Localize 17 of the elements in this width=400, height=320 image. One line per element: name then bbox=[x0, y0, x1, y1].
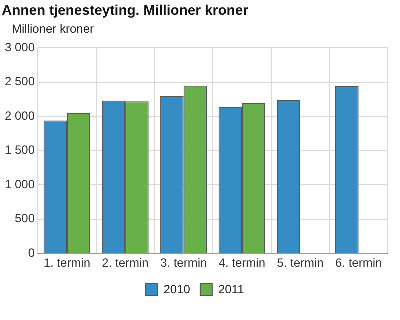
x-tick-label: 2. termin bbox=[102, 256, 149, 270]
y-tick-label: 1 000 bbox=[5, 177, 36, 192]
y-tick-label: 500 bbox=[15, 212, 36, 226]
y-tick-label: 2 000 bbox=[5, 108, 36, 123]
x-tick-label: 1. termin bbox=[44, 256, 91, 270]
y-tick-label: 1 500 bbox=[5, 143, 36, 158]
y-tick-label: 2 500 bbox=[5, 74, 36, 89]
y-tick-label: 0 bbox=[28, 246, 36, 260]
y-tick-label: 3 000 bbox=[5, 40, 36, 55]
x-tick-label: 4. termin bbox=[218, 256, 266, 270]
chart-title: Annen tjenesteyting. Millioner kroner bbox=[2, 2, 250, 18]
x-tick-label: 3. termin bbox=[160, 256, 208, 270]
y-axis-title: Millioner kroner bbox=[12, 22, 96, 36]
legend-label: 2011 bbox=[218, 282, 245, 296]
x-tick-label: 5. termin bbox=[277, 256, 324, 270]
legend-label: 2010 bbox=[164, 282, 191, 296]
x-tick-label: 6. termin bbox=[335, 256, 382, 270]
